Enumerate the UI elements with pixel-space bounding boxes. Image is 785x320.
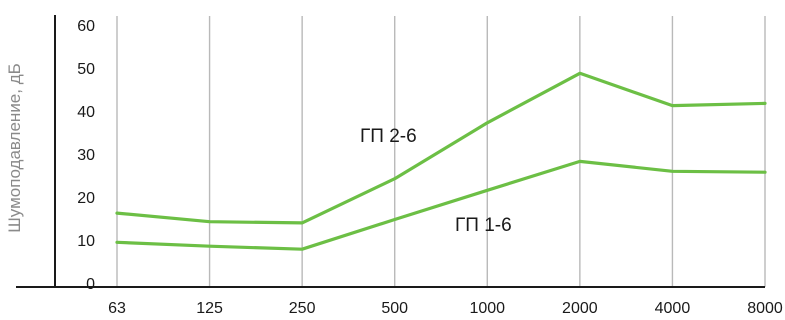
series-lines bbox=[115, 71, 767, 251]
x-tick-label-250: 250 bbox=[289, 300, 316, 317]
y-tick-label-30: 30 bbox=[77, 147, 95, 164]
y-tick-label-10: 10 bbox=[77, 233, 95, 250]
series-label-gp-2-6: ГП 2-6 bbox=[360, 126, 417, 147]
series-line-gp-1-6 bbox=[115, 159, 767, 251]
series-label-gp-1-6: ГП 1-6 bbox=[455, 215, 512, 236]
y-tick-label-40: 40 bbox=[77, 104, 95, 121]
y-tick-labels: 0 10 20 30 40 50 60 bbox=[77, 18, 95, 293]
x-tick-label-2000: 2000 bbox=[562, 300, 598, 317]
grid-lines bbox=[116, 16, 766, 287]
x-tick-labels: 63 125 250 500 1000 2000 4000 8000 bbox=[108, 300, 783, 317]
x-tick-label-125: 125 bbox=[196, 300, 223, 317]
y-tick-label-60: 60 bbox=[77, 18, 95, 35]
y-tick-label-0: 0 bbox=[86, 276, 95, 293]
axes bbox=[16, 15, 765, 288]
x-tick-label-8000: 8000 bbox=[747, 300, 783, 317]
y-axis-label: Шумоподавление, дБ bbox=[5, 63, 24, 233]
x-tick-label-500: 500 bbox=[381, 300, 408, 317]
x-tick-label-63: 63 bbox=[108, 300, 126, 317]
x-tick-label-1000: 1000 bbox=[469, 300, 505, 317]
x-tick-label-4000: 4000 bbox=[655, 300, 691, 317]
series-line-gp-2-6 bbox=[115, 71, 767, 225]
y-tick-label-50: 50 bbox=[77, 61, 95, 78]
y-tick-label-20: 20 bbox=[77, 190, 95, 207]
